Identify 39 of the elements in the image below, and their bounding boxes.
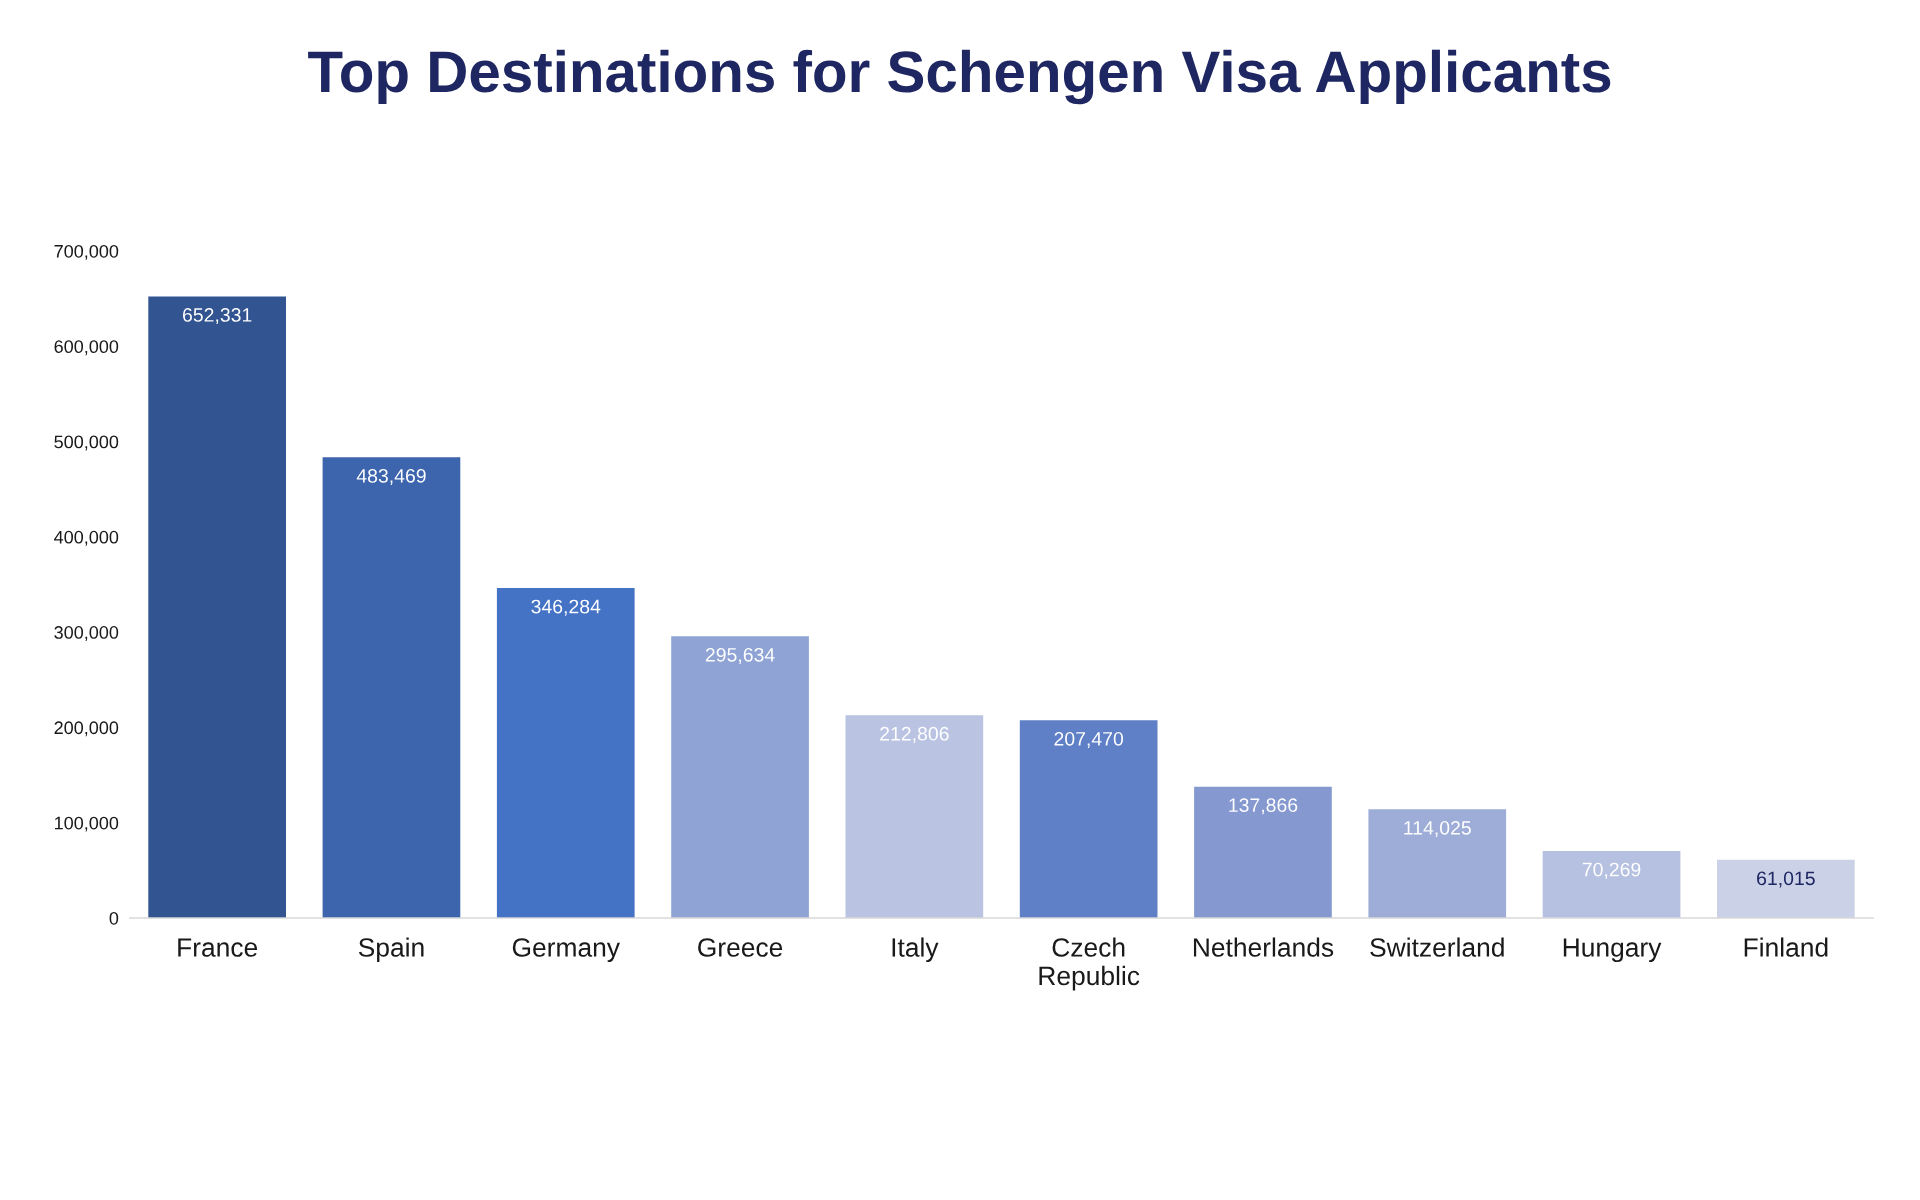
data-label: 114,025 bbox=[1404, 820, 1471, 838]
chart-title: Top Destinations for Schengen Visa Applicants bbox=[308, 49, 1611, 105]
y-tick-label: 100,000 bbox=[55, 816, 119, 832]
x-tick-label: France bbox=[178, 938, 258, 957]
bar bbox=[1542, 851, 1681, 918]
x-tick-label: Switzerland bbox=[1370, 937, 1504, 957]
bar bbox=[1717, 859, 1855, 918]
bar bbox=[845, 715, 984, 918]
y-tick-label: 400,000 bbox=[54, 530, 119, 546]
bar bbox=[671, 636, 809, 918]
x-tick-label: Netherlands bbox=[1193, 937, 1334, 957]
bar bbox=[1368, 809, 1507, 918]
bar bbox=[496, 588, 635, 918]
x-tick-label: Finland bbox=[1744, 937, 1828, 957]
x-tick-label: Spain bbox=[358, 937, 424, 963]
y-tick-label: 600,000 bbox=[54, 340, 119, 356]
bar bbox=[1019, 720, 1158, 918]
data-label: 207,470 bbox=[1054, 731, 1124, 748]
bar bbox=[148, 296, 286, 918]
data-label: 61,015 bbox=[1757, 871, 1815, 888]
data-label: 295,634 bbox=[705, 647, 775, 664]
x-tick-label: Greece bbox=[698, 938, 783, 957]
data-label: 70,269 bbox=[1582, 862, 1641, 879]
y-tick-label: 0 bbox=[109, 911, 119, 925]
data-label: 137,866 bbox=[1229, 798, 1298, 815]
y-tick-label: 300,000 bbox=[54, 626, 119, 641]
y-tick-label: 200,000 bbox=[54, 721, 119, 737]
x-tick-label: Hungary bbox=[1563, 938, 1662, 963]
y-tick-label: 700,000 bbox=[54, 244, 119, 260]
data-label: 652,331 bbox=[183, 308, 252, 325]
data-label: 346,284 bbox=[531, 599, 601, 616]
bar bbox=[322, 457, 461, 918]
data-label: 483,469 bbox=[356, 468, 426, 486]
bar bbox=[1194, 786, 1332, 918]
y-tick-label: 500,000 bbox=[54, 435, 119, 451]
x-tick-label: Germany bbox=[512, 938, 620, 963]
data-label: 212,806 bbox=[880, 726, 949, 743]
x-tick-label: Italy bbox=[892, 937, 939, 963]
x-tick-label: Czech Republic bbox=[1039, 937, 1140, 991]
